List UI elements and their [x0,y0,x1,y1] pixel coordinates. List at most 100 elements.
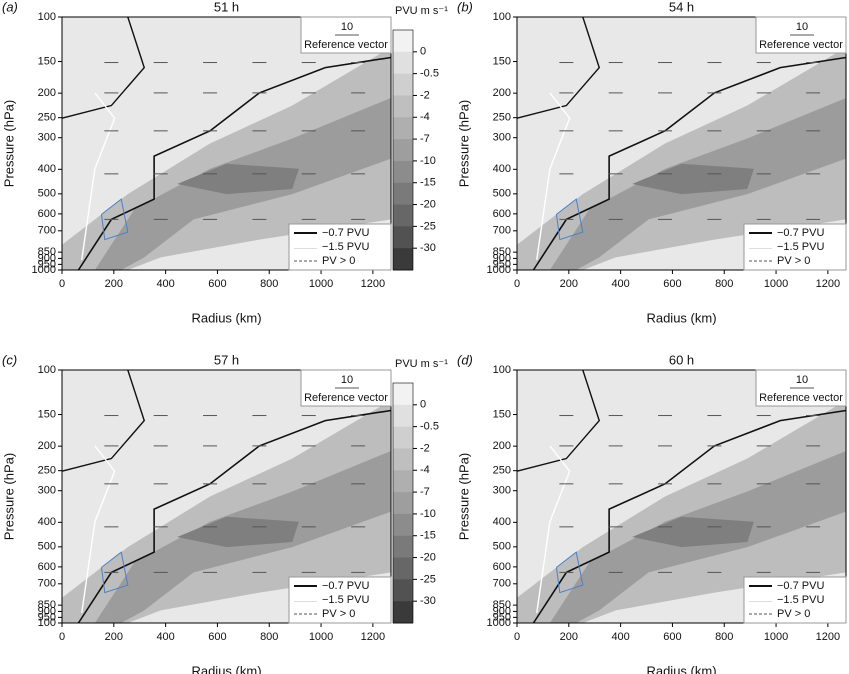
y-tick-label: 100 [38,11,56,23]
legend-label: −0.7 PVU [322,227,369,239]
colorbar-tick-label: -2 [420,442,430,454]
y-tick-label: 950 [493,611,511,623]
contour-line [100,551,129,594]
colorbar-band [393,448,413,471]
y-tick-label: 200 [493,440,511,452]
colorbar-tick-label: -4 [420,111,430,123]
y-tick-label: 400 [493,163,511,175]
colorbar-tick-label: -10 [420,155,436,167]
y-tick-label: 1000 [32,264,56,276]
x-tick-label: 800 [715,631,733,643]
colorbar-tick-label: -7 [420,133,430,145]
contour-line [77,409,392,624]
x-tick-label: 200 [560,631,578,643]
plot-frame [516,369,847,624]
y-axis-label: Pressure (hPa) [456,453,471,540]
x-tick-label: 1200 [816,278,840,290]
contour-line [81,445,116,613]
colorbar-tick-label: -2 [420,89,430,101]
contour-line [81,92,116,260]
panel-title: 54 h [669,0,694,14]
colorbar-band [393,226,413,249]
x-tick-label: 800 [260,278,278,290]
legend-label: −1.5 PVU [777,241,824,253]
reference-label: Reference vector [304,392,388,404]
shading [632,516,754,548]
y-tick-label: 150 [493,55,511,67]
colorbar-band [393,73,413,96]
x-tick-label: 1000 [309,278,333,290]
y-tick-label: 250 [38,465,56,477]
y-tick-label: 100 [38,364,56,376]
x-tick-label: 1200 [361,278,385,290]
colorbar-frame [392,382,414,624]
panel-title: 57 h [214,352,239,367]
y-tick-label: 250 [493,112,511,124]
colorbar-tick-label: 0 [420,399,426,411]
y-tick-label: 400 [38,163,56,175]
colorbar-tick-label: -0.5 [420,68,439,80]
panel: 0 200 400 600 800 1000 12001001502002503004005… [1,0,448,325]
plot-frame [61,369,392,624]
colorbar-band [393,383,413,406]
y-tick-label: 500 [493,188,511,200]
x-tick-label: 1000 [764,278,788,290]
x-tick-label: 1000 [764,631,788,643]
contour-line [61,369,146,472]
x-tick-label: 600 [208,631,226,643]
legend-label: PV > 0 [322,255,355,267]
panel-label: (d) [457,352,473,367]
contour-line [516,369,601,472]
x-tick-label: 0 [514,278,520,290]
contour-line [536,445,571,613]
x-tick-label: 600 [663,631,681,643]
y-tick-label: 900 [38,605,56,617]
x-tick-label: 800 [715,278,733,290]
y-tick-label: 500 [38,188,56,200]
y-axis-label: Pressure (hPa) [456,100,471,187]
colorbar-tick-label: 0 [420,46,426,58]
colorbar-tick-label: -20 [420,198,436,210]
x-tick-label: 400 [611,278,629,290]
colorbar-tick-label: -15 [420,177,436,189]
x-tick-label: 600 [208,278,226,290]
y-tick-label: 300 [493,132,511,144]
reference-label: Reference vector [759,39,843,51]
colorbar-band [393,426,413,449]
colorbar-band [393,95,413,118]
colorbar-band [393,182,413,206]
plot-frame [61,16,392,271]
x-tick-label: 200 [560,278,578,290]
y-tick-label: 700 [38,578,56,590]
panel-label: (c) [2,352,17,367]
contour-line [532,409,847,624]
x-tick-label: 1200 [361,631,385,643]
colorbar-tick-label: -10 [420,508,436,520]
colorbar-band [393,30,413,53]
reference-label: Reference vector [759,392,843,404]
y-tick-label: 150 [38,55,56,67]
legend-label: −1.5 PVU [322,241,369,253]
y-tick-label: 900 [493,605,511,617]
y-tick-label: 250 [38,112,56,124]
colorbar-tick-label: -7 [420,486,430,498]
reference-length: 10 [796,21,808,33]
legend-label: −0.7 PVU [777,580,824,592]
colorbar-band [393,535,413,559]
y-tick-label: 600 [38,561,56,573]
x-tick-label: 400 [156,278,174,290]
panel: 0 200 400 600 800 1000 12001001502002503004005… [1,352,448,674]
panel-title: 51 h [214,0,239,14]
colorbar-tick-label: -15 [420,530,436,542]
y-tick-label: 300 [38,132,56,144]
y-tick-label: 400 [493,516,511,528]
colorbar-tick-label: -20 [420,551,436,563]
colorbar-band [393,601,413,624]
contour-line [516,16,601,119]
colorbar-band [393,513,413,537]
legend-label: −1.5 PVU [777,594,824,606]
colorbar-band [393,160,413,184]
y-tick-label: 200 [38,440,56,452]
y-tick-label: 600 [38,208,56,220]
